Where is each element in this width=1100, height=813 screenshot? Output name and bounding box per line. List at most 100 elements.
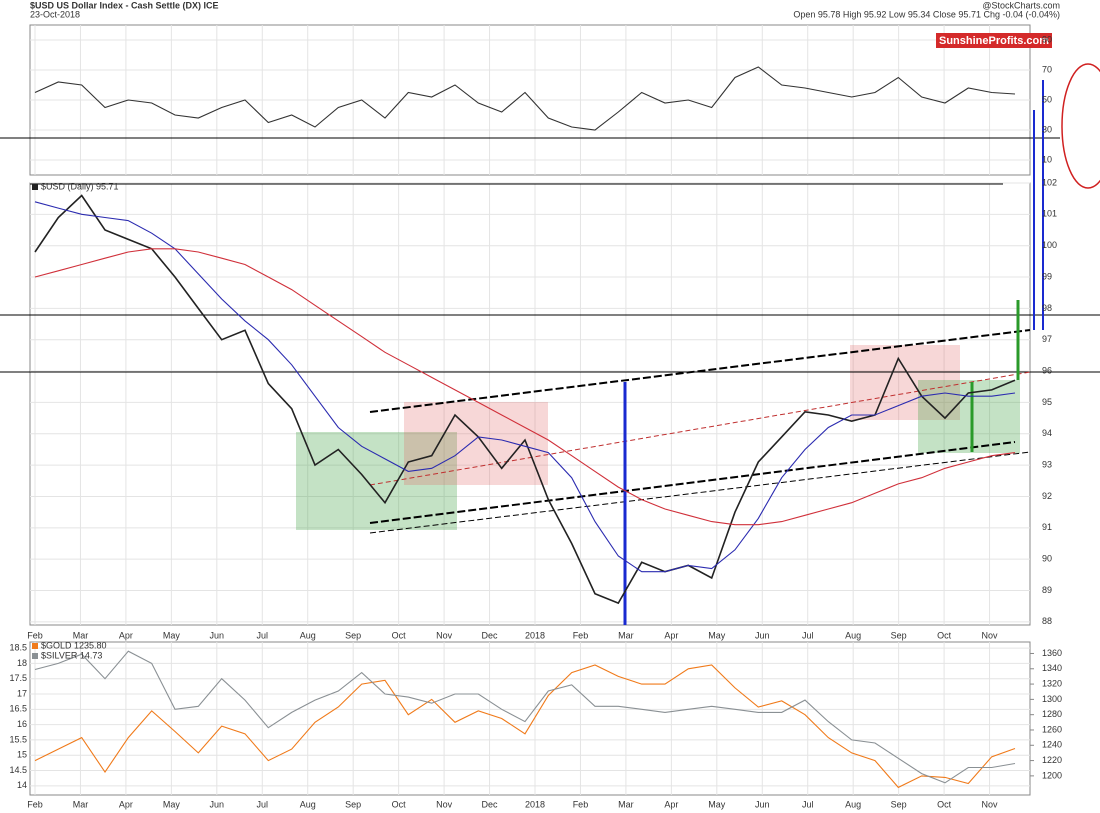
logo-box [936, 33, 1052, 48]
logo: SunshineProfits.com [939, 35, 1049, 47]
x-tick-label: Apr [664, 799, 678, 809]
y-tick-label: 100 [1042, 240, 1057, 250]
series-line [34, 248, 1016, 526]
data-layer [34, 66, 1016, 789]
x-tick-label: Mar [618, 630, 634, 640]
x-tick-label: May [163, 799, 181, 809]
x-tick-label: Apr [119, 630, 133, 640]
source: @StockCharts.com [982, 0, 1060, 10]
x-tick-label: May [708, 799, 726, 809]
y-tick-label: 90 [1042, 34, 1052, 44]
x-tick-label: Oct [937, 799, 952, 809]
x-tick-label: Jun [755, 630, 770, 640]
x-tick-label: Nov [436, 799, 453, 809]
y-tick-label: 17 [17, 688, 27, 698]
x-tick-label: Aug [300, 630, 316, 640]
x-tick-label: Apr [664, 630, 678, 640]
x-tick-label: Feb [27, 799, 43, 809]
x-tick-label: Jul [257, 630, 269, 640]
x-tick-label: Jul [257, 799, 269, 809]
series-line [34, 650, 1016, 784]
support-zone [296, 432, 457, 530]
x-tick-label: Feb [27, 630, 43, 640]
x-tick-label: Oct [937, 630, 952, 640]
y-tick-label: 70 [1042, 64, 1052, 74]
x-tick-label: Aug [845, 799, 861, 809]
y-tick-label: 98 [1042, 303, 1052, 313]
x-tick-label: Oct [392, 799, 407, 809]
legend-swatch [32, 653, 38, 659]
x-tick-label: Aug [845, 630, 861, 640]
y2-tick-label: 1280 [1042, 709, 1062, 719]
trend-line [369, 329, 1031, 413]
x-tick-label: Dec [482, 630, 499, 640]
y-tick-label: 95 [1042, 397, 1052, 407]
trend-line [369, 441, 1016, 524]
y2-tick-label: 1240 [1042, 740, 1062, 750]
legend-label: $GOLD 1235.80 [41, 640, 107, 650]
y-tick-label: 30 [1042, 124, 1052, 134]
legend-swatch [32, 643, 38, 649]
y-tick-label: 91 [1042, 522, 1052, 532]
series-line [34, 664, 1016, 789]
y-tick-label: 17.5 [9, 673, 27, 683]
y-tick-label: 16.5 [9, 704, 27, 714]
x-tick-label: Mar [73, 799, 89, 809]
y2-tick-label: 1300 [1042, 694, 1062, 704]
support-zone [918, 380, 1020, 453]
y2-tick-label: 1200 [1042, 770, 1062, 780]
y2-tick-label: 1220 [1042, 755, 1062, 765]
series-line [34, 194, 1016, 605]
chart-date: 23-Oct-2018 [30, 9, 80, 19]
x-tick-label: Feb [573, 799, 589, 809]
quote: Open 95.78 High 95.92 Low 95.34 Close 95… [793, 9, 1060, 19]
y-tick-label: 96 [1042, 365, 1052, 375]
y-tick-label: 15 [17, 750, 27, 760]
y-tick-label: 18 [17, 658, 27, 668]
y2-tick-label: 1260 [1042, 724, 1062, 734]
x-tick-label: Mar [73, 630, 89, 640]
x-tick-label: Nov [982, 799, 999, 809]
y2-tick-label: 1360 [1042, 648, 1062, 658]
y-tick-label: 97 [1042, 334, 1052, 344]
legend-swatch [32, 184, 38, 190]
x-tick-label: Sep [345, 630, 361, 640]
y-tick-label: 99 [1042, 271, 1052, 281]
x-tick-label: Jul [802, 799, 814, 809]
y-tick-label: 14 [17, 780, 27, 790]
symbol-title: $USD US Dollar Index - Cash Settle (DX) … [30, 0, 219, 10]
y-tick-label: 90 [1042, 554, 1052, 564]
y-tick-label: 102 [1042, 177, 1057, 187]
y-tick-label: 14.5 [9, 765, 27, 775]
x-tick-label: Jun [210, 799, 225, 809]
x-tick-label: Nov [982, 630, 999, 640]
series-line [34, 201, 1016, 573]
y-tick-label: 89 [1042, 585, 1052, 595]
x-tick-label: Mar [618, 799, 634, 809]
y-tick-label: 18.5 [9, 642, 27, 652]
x-tick-label: Jun [755, 799, 770, 809]
y-tick-label: 101 [1042, 209, 1057, 219]
y-tick-label: 50 [1042, 94, 1052, 104]
y-tick-label: 94 [1042, 428, 1052, 438]
x-tick-label: Jun [210, 630, 225, 640]
x-tick-label: May [708, 630, 726, 640]
x-tick-label: Nov [436, 630, 453, 640]
panel-frame [29, 641, 1031, 796]
x-tick-label: Jul [802, 630, 814, 640]
y-tick-label: 88 [1042, 616, 1052, 626]
y2-tick-label: 1320 [1042, 678, 1062, 688]
x-tick-label: Oct [392, 630, 407, 640]
y-tick-label: 16 [17, 719, 27, 729]
grid-layer [29, 24, 1031, 796]
y-tick-label: 92 [1042, 491, 1052, 501]
resistance-zone [850, 345, 960, 420]
x-tick-label: Dec [482, 799, 499, 809]
legend-label: $SILVER 14.73 [41, 650, 102, 660]
highlight-circle [1061, 63, 1100, 189]
resistance-zone [404, 402, 548, 485]
x-tick-label: Apr [119, 799, 133, 809]
x-tick-label: Sep [345, 799, 361, 809]
x-tick-label: Aug [300, 799, 316, 809]
